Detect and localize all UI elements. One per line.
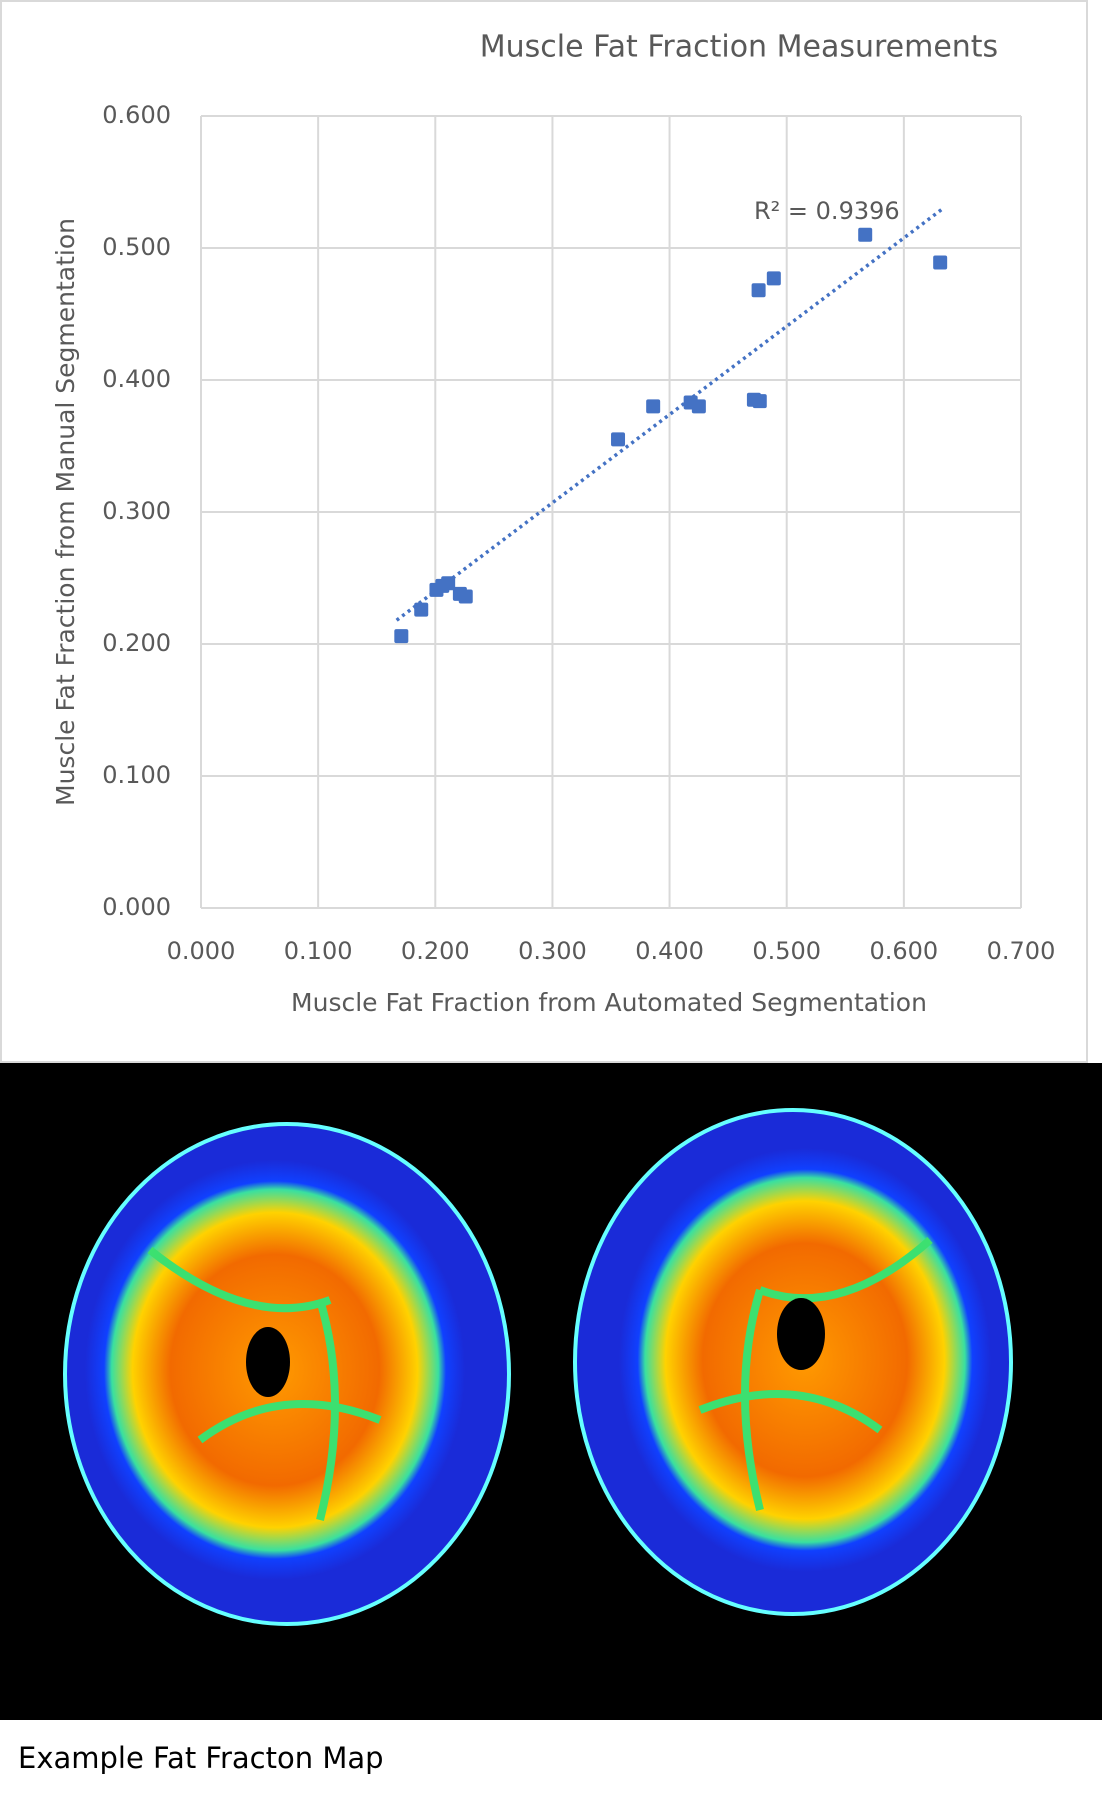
point bbox=[414, 602, 429, 617]
x-tick-label: 0.000 bbox=[167, 937, 236, 965]
trendline bbox=[395, 208, 943, 622]
point bbox=[611, 432, 626, 447]
y-tick-label: 0.500 bbox=[102, 233, 171, 261]
y-tick-label: 0.400 bbox=[102, 365, 171, 393]
x-tick-label: 0.700 bbox=[987, 937, 1056, 965]
chart-frame bbox=[0, 0, 1088, 1063]
point bbox=[751, 283, 766, 298]
x-tick-label: 0.500 bbox=[752, 937, 821, 965]
y-tick-label: 0.300 bbox=[102, 497, 171, 525]
x-tick-label: 0.300 bbox=[518, 937, 587, 965]
point bbox=[441, 576, 456, 591]
point bbox=[858, 227, 873, 242]
chart-title: Muscle Fat Fraction Measurements bbox=[480, 30, 998, 65]
point bbox=[394, 629, 409, 644]
y-tick-label: 0.100 bbox=[102, 761, 171, 789]
y-tick-label: 0.000 bbox=[102, 893, 171, 921]
plot-area: 0.000 0.100 0.200 0.300 0.400 0.500 0.600 0.000… bbox=[102, 101, 1055, 965]
point bbox=[752, 394, 767, 409]
x-axis-label: Muscle Fat Fraction from Automated Segme… bbox=[291, 988, 927, 1017]
point bbox=[933, 255, 948, 270]
point bbox=[691, 399, 706, 414]
x-tick-label: 0.400 bbox=[635, 937, 704, 965]
right-bone bbox=[777, 1298, 825, 1370]
point bbox=[458, 589, 473, 604]
caption: Example Fat Fracton Map bbox=[18, 1741, 384, 1775]
y-axis-label: Muscle Fat Fraction from Manual Segmenta… bbox=[51, 218, 80, 806]
point bbox=[766, 271, 781, 286]
fat-fraction-map bbox=[0, 1063, 1102, 1720]
annotation: R² = 0.9396 bbox=[754, 197, 900, 225]
y-tick-label: 0.600 bbox=[102, 101, 171, 129]
point bbox=[646, 399, 661, 414]
left-bone bbox=[246, 1327, 290, 1397]
right-leg-fascia bbox=[698, 1237, 933, 1511]
left-leg-fascia bbox=[147, 1246, 382, 1521]
x-tick-label: 0.100 bbox=[284, 937, 353, 965]
y-tick-label: 0.200 bbox=[102, 629, 171, 657]
x-tick-label: 0.600 bbox=[869, 937, 938, 965]
x-tick-label: 0.200 bbox=[401, 937, 470, 965]
